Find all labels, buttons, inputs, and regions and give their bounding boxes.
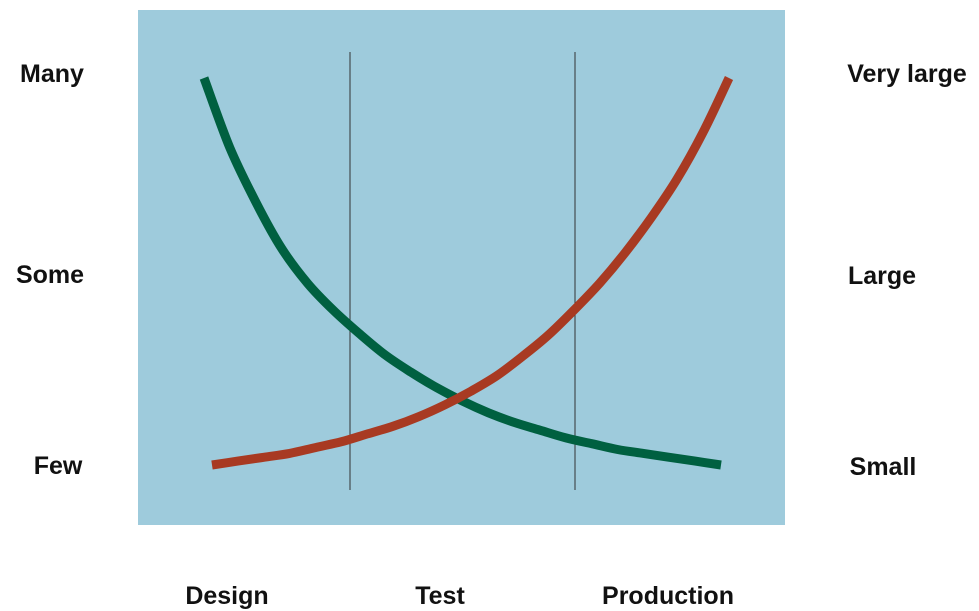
right-tick-label-small: Small	[850, 453, 917, 481]
plot-area	[138, 10, 785, 525]
right-tick-label-very-large: Very large	[847, 60, 967, 88]
left-tick-label-few: Few	[34, 452, 83, 480]
series-line-increasing	[211, 76, 734, 470]
x-category-label-test: Test	[415, 582, 465, 610]
series-line-decreasing	[199, 76, 722, 470]
x-category-label-production: Production	[602, 582, 734, 610]
x-category-label-design: Design	[185, 582, 268, 610]
left-tick-label-some: Some	[16, 261, 84, 289]
right-tick-label-large: Large	[848, 262, 916, 290]
series-layer	[199, 76, 734, 470]
left-tick-label-many: Many	[20, 60, 84, 88]
